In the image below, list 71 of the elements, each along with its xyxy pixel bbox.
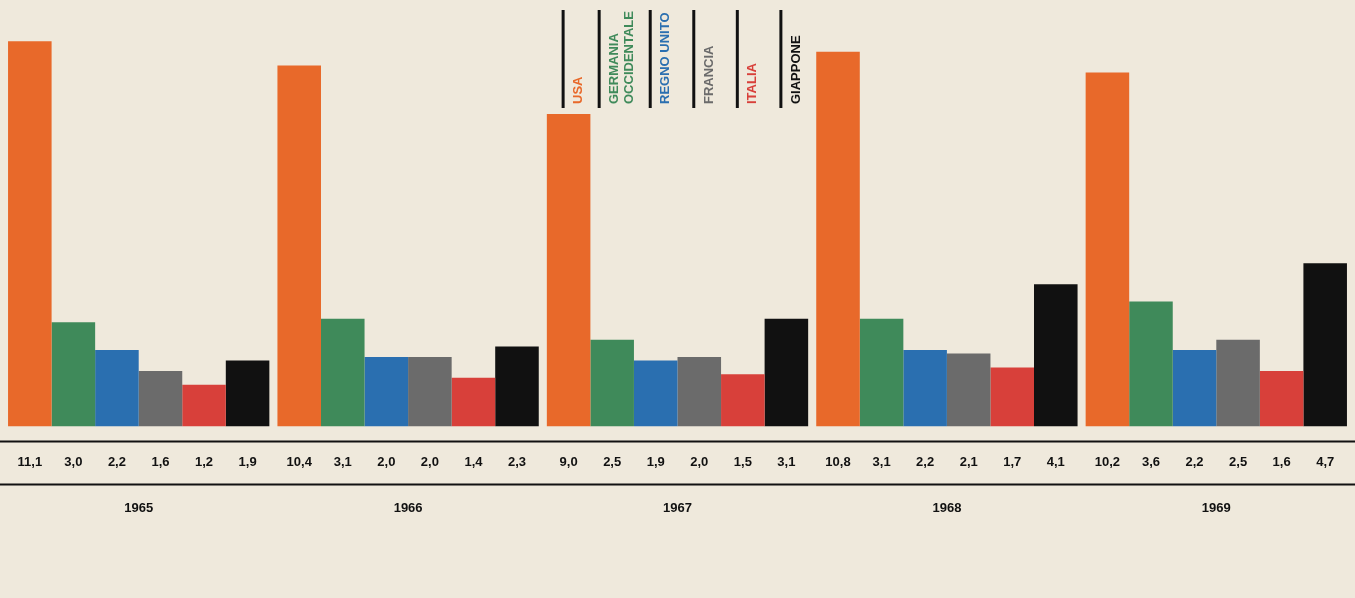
data-label: 2,2 (107, 454, 126, 470)
data-label: 1,7 (1003, 454, 1022, 470)
data-label: 2,5 (603, 454, 622, 470)
data-label: 1,9 (646, 454, 665, 470)
data-label: 10,4 (286, 454, 313, 470)
data-label: 2,5 (1229, 454, 1248, 470)
data-label: 4,1 (1046, 454, 1065, 470)
data-label: 11,1 (17, 454, 43, 470)
bar (364, 357, 409, 427)
bar (138, 370, 183, 427)
data-label: 3,1 (872, 454, 891, 470)
data-label: 2,2 (916, 454, 935, 470)
text: FRANCIA (700, 44, 716, 104)
data-label: 1,6 (1272, 454, 1291, 470)
text: USA (570, 75, 586, 104)
bar (51, 322, 96, 427)
bar (8, 41, 52, 427)
bar (1259, 370, 1304, 427)
x-tick-label: 1966 (393, 499, 423, 515)
bar (590, 339, 634, 427)
bar (451, 377, 496, 427)
bar (1129, 301, 1173, 427)
bar (1303, 263, 1347, 427)
bar (277, 65, 321, 427)
bar (677, 357, 722, 427)
bar (764, 318, 809, 427)
data-label: 2,0 (420, 454, 439, 470)
bar (721, 374, 765, 427)
data-label: 9,0 (559, 454, 578, 470)
data-label: 3,6 (1141, 454, 1161, 470)
text: REGNO UNITO (657, 12, 673, 104)
bar (1034, 284, 1078, 427)
bar (1216, 339, 1260, 427)
data-label: 1,4 (464, 454, 484, 470)
data-label: 2,3 (507, 454, 527, 470)
text: GIAPPONE (787, 35, 803, 104)
data-label: 10,8 (825, 454, 851, 470)
bar (95, 350, 139, 427)
bar (546, 114, 591, 427)
bar (633, 360, 678, 427)
bar (182, 384, 226, 427)
data-label: 1,5 (733, 454, 752, 470)
data-label: 1,9 (238, 454, 257, 470)
x-tick-label: 1965 (124, 499, 154, 515)
data-label: 2,2 (1185, 454, 1204, 470)
data-label: 4,7 (1316, 454, 1335, 470)
x-tick-label: 1968 (932, 499, 962, 515)
bar (903, 350, 947, 427)
data-label: 1,6 (151, 454, 170, 470)
data-label: 1,2 (194, 454, 214, 470)
data-label: 3,0 (64, 454, 83, 470)
text: ITALIA (744, 62, 760, 104)
x-tick-label: 1969 (1201, 499, 1231, 515)
data-label: 2,1 (959, 454, 978, 470)
bar (946, 353, 991, 427)
bar (859, 318, 904, 427)
data-label: 3,1 (777, 454, 796, 470)
bar (320, 318, 365, 427)
data-label: 2,0 (690, 454, 709, 470)
text: GERMANIA OCCIDENTALE (606, 10, 637, 104)
bar (1085, 72, 1130, 427)
data-label: 10,2 (1094, 454, 1121, 470)
bar (495, 346, 539, 427)
data-label: 3,1 (333, 454, 352, 470)
bar (225, 360, 270, 427)
x-tick-label: 1967 (663, 499, 692, 515)
bar (408, 357, 452, 427)
bar (990, 367, 1035, 427)
bar (816, 51, 860, 427)
bar (1172, 350, 1217, 427)
data-label: 2,0 (377, 454, 396, 470)
